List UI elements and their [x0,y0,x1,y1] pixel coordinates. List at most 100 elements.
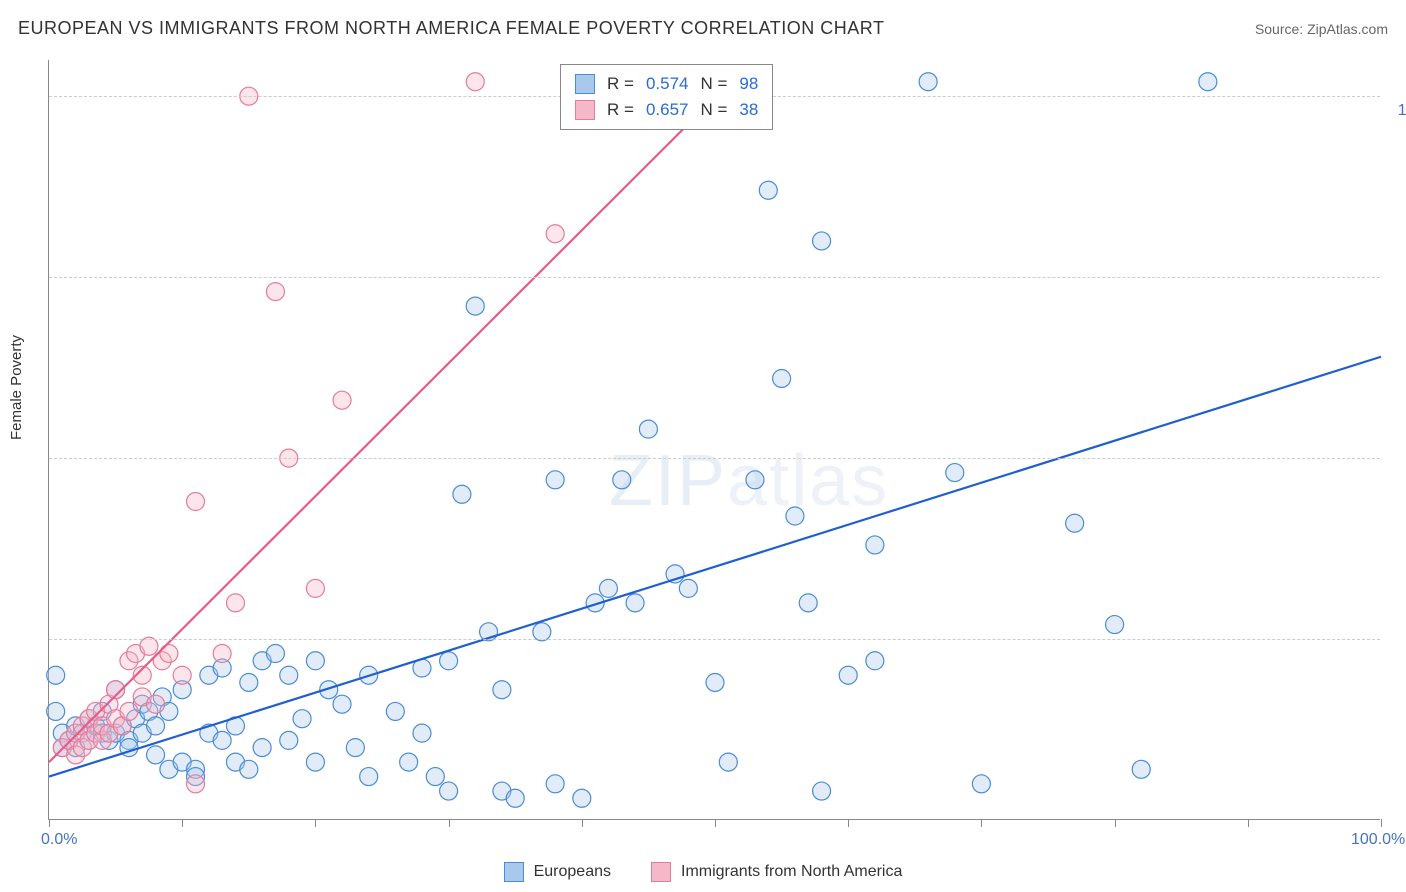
data-point [679,579,697,597]
n-label: N = [700,71,727,97]
legend-swatch-immigrants [651,862,671,882]
legend-label: Immigrants from North America [681,863,902,881]
data-point [440,782,458,800]
data-point [839,666,857,684]
legend-stats-row: R = 0.657 N = 38 [575,97,758,123]
data-point [426,768,444,786]
data-point [120,702,138,720]
data-point [306,652,324,670]
data-point [47,666,65,684]
r-label: R = [607,71,634,97]
data-point [240,760,258,778]
x-tick [981,819,982,827]
n-value-immigrants: 38 [739,97,758,123]
trend-line [49,111,702,762]
data-point [506,789,524,807]
legend-item-europeans: Europeans [504,862,611,882]
x-tick [848,819,849,827]
legend-swatch-immigrants [575,100,595,120]
r-value-immigrants: 0.657 [646,97,689,123]
data-point [213,731,231,749]
legend-series: Europeans Immigrants from North America [0,862,1406,882]
data-point [786,507,804,525]
x-tick-label: 0.0% [41,831,77,849]
data-point [866,652,884,670]
x-tick [1248,819,1249,827]
data-point [280,731,298,749]
data-point [972,775,990,793]
data-point [400,753,418,771]
data-point [746,471,764,489]
data-point [799,594,817,612]
title-bar: EUROPEAN VS IMMIGRANTS FROM NORTH AMERIC… [18,18,1388,39]
data-point [946,464,964,482]
data-point [626,594,644,612]
data-point [813,782,831,800]
data-point [147,746,165,764]
data-point [440,652,458,670]
r-label: R = [607,97,634,123]
data-point [306,579,324,597]
x-tick [1115,819,1116,827]
x-tick [582,819,583,827]
data-point [413,724,431,742]
data-point [466,297,484,315]
legend-swatch-europeans [504,862,524,882]
data-point [333,695,351,713]
data-point [813,232,831,250]
data-point [1066,514,1084,532]
data-point [546,471,564,489]
data-point [306,753,324,771]
data-point [280,666,298,684]
data-point [599,579,617,597]
chart-source: Source: ZipAtlas.com [1255,21,1388,37]
y-axis-title: Female Poverty [8,335,25,440]
data-point [493,681,511,699]
data-point [639,420,657,438]
legend-swatch-europeans [575,74,595,94]
data-point [253,739,271,757]
x-tick [715,819,716,827]
x-tick-label: 100.0% [1351,831,1405,849]
plot-area: ZIPatlas 25.0%50.0%75.0%100.0%0.0%100.0% [48,60,1380,820]
data-point [466,73,484,91]
data-point [293,710,311,728]
data-point [706,673,724,691]
data-point [213,645,231,663]
legend-stats: R = 0.574 N = 98 R = 0.657 N = 38 [560,64,773,130]
data-point [266,283,284,301]
data-point [147,695,165,713]
gridline [49,277,1380,278]
y-tick-label: 25.0% [1382,645,1406,663]
legend-item-immigrants: Immigrants from North America [651,862,902,882]
data-point [266,645,284,663]
data-point [47,702,65,720]
data-point [173,666,191,684]
chart-title: EUROPEAN VS IMMIGRANTS FROM NORTH AMERIC… [18,18,884,39]
data-point [573,789,591,807]
data-point [1106,616,1124,634]
data-point [346,739,364,757]
data-point [1199,73,1217,91]
data-point [613,471,631,489]
data-point [759,181,777,199]
data-point [866,536,884,554]
data-point [240,673,258,691]
data-point [546,225,564,243]
data-point [773,369,791,387]
data-point [226,594,244,612]
data-point [187,775,205,793]
data-point [546,775,564,793]
y-tick-label: 100.0% [1382,102,1406,120]
chart-svg [49,60,1380,819]
trend-line [49,357,1381,777]
x-tick [315,819,316,827]
gridline [49,639,1380,640]
n-value-europeans: 98 [739,71,758,97]
data-point [919,73,937,91]
data-point [147,717,165,735]
data-point [187,493,205,511]
data-point [333,391,351,409]
x-tick [182,819,183,827]
legend-label: Europeans [534,863,611,881]
